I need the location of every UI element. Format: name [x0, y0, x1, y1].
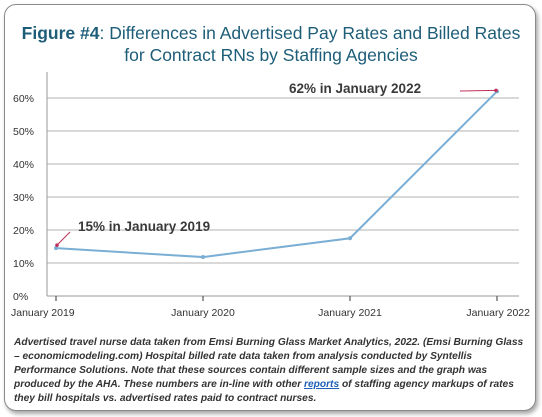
annotation-marker — [55, 243, 59, 247]
data-point — [54, 246, 58, 251]
annotation-pointer — [459, 89, 497, 92]
annotation-label: 15% in January 2019 — [78, 219, 210, 234]
y-tick-label: 30% — [13, 192, 34, 204]
figure-label: Figure #4 — [21, 23, 100, 43]
data-point — [348, 236, 352, 241]
x-tick-label: January 2022 — [466, 307, 530, 319]
x-tick-label: January 2020 — [171, 307, 235, 319]
annotation-marker — [494, 88, 498, 93]
x-tick-label: January 2019 — [11, 307, 75, 319]
y-tick-label: 60% — [13, 93, 34, 105]
x-tick-label: January 2021 — [318, 307, 382, 319]
y-tick-label: 50% — [13, 126, 34, 138]
annotation-pointer — [56, 231, 71, 246]
y-tick-label: 10% — [13, 258, 34, 270]
reports-link[interactable]: reports — [304, 379, 340, 390]
y-tick-label: 0% — [13, 291, 28, 303]
annotation-label: 62% in January 2022 — [289, 81, 421, 96]
data-point — [201, 255, 205, 260]
y-tick-label: 40% — [13, 159, 34, 171]
footnote-text-before: Advertised travel nurse data taken from … — [14, 337, 524, 390]
series-line — [55, 90, 498, 259]
footnote-text-after: of staffing agency markups of rates they… — [14, 379, 514, 404]
figure-title: Figure #4: Differences in Advertised Pay… — [20, 22, 522, 66]
figure-title-text: : Differences in Advertised Pay Rates an… — [99, 23, 521, 65]
figure-card — [4, 4, 536, 411]
y-tick-label: 20% — [13, 225, 34, 237]
source-footnote: Advertised travel nurse data taken from … — [14, 336, 528, 406]
